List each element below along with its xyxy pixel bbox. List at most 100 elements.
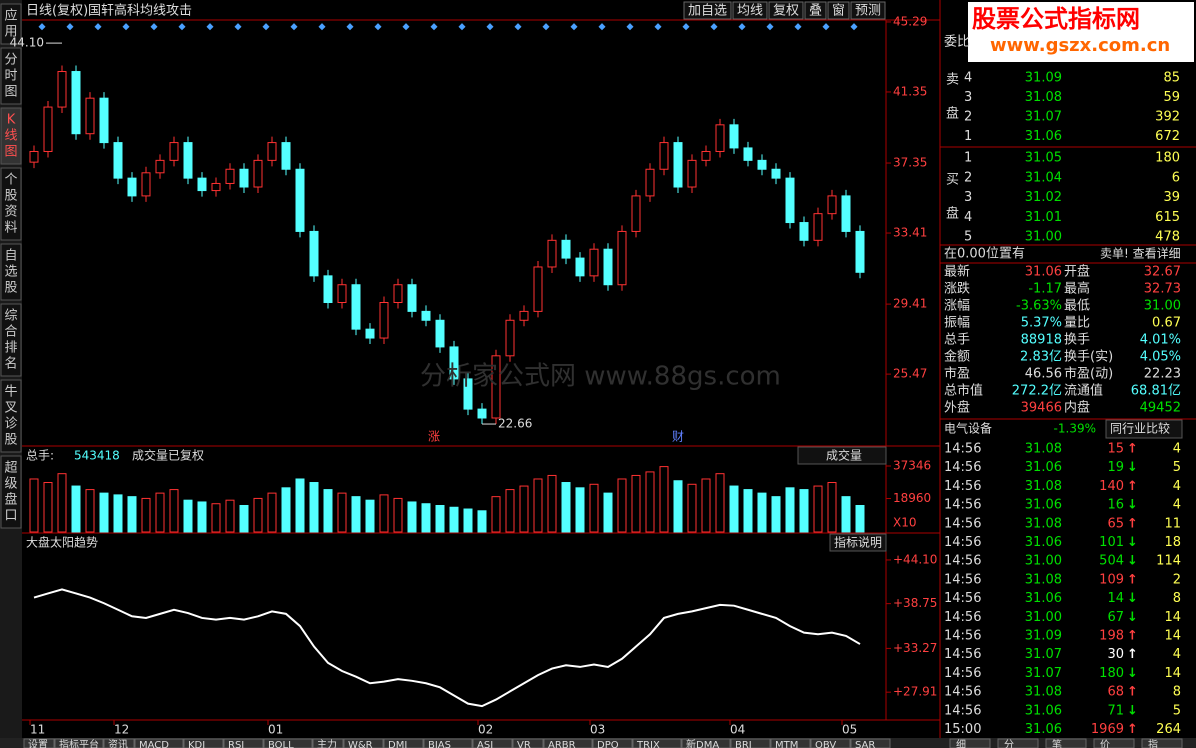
stat-value: -1.17 [1028, 282, 1062, 297]
sidebar-tab-label: 诊 [4, 417, 17, 432]
sidebar-tab[interactable] [0, 47, 22, 105]
signal-diamond [654, 23, 662, 31]
sidebar-tab-label: 名 [4, 356, 17, 372]
stat-value: 0.67 [1152, 316, 1181, 331]
bottom-tab[interactable] [423, 738, 473, 748]
volume-button[interactable] [797, 446, 887, 465]
volume-bar [505, 489, 515, 533]
bottom-tab[interactable] [23, 738, 55, 748]
bottom-tab[interactable] [54, 738, 104, 748]
candle [337, 284, 347, 304]
x-tick-label: 11 [30, 723, 45, 737]
bottom-tab[interactable] [810, 738, 851, 748]
bottom-tab-label: DPO [597, 740, 619, 748]
tick-arrow: ↓ [1127, 460, 1138, 475]
bottom-tab[interactable] [343, 738, 384, 748]
bottom-tab[interactable] [512, 738, 544, 748]
y-tick-label: 37.35 [893, 156, 927, 170]
signal-diamond [738, 23, 746, 31]
bottom-tab[interactable] [223, 738, 264, 748]
sidebar-tab-label: 排 [4, 341, 17, 356]
toolbar-button[interactable] [804, 1, 827, 20]
volume-bar [323, 489, 333, 533]
volume-bar [295, 478, 305, 533]
tick-price: 31.06 [1025, 591, 1062, 606]
bottom-tab[interactable] [850, 738, 891, 748]
volume-bar [855, 504, 865, 533]
toolbar-button[interactable] [768, 1, 804, 20]
candle [29, 150, 39, 163]
bottom-tab[interactable] [383, 738, 424, 748]
bottom-tab[interactable] [183, 738, 224, 748]
level: 1 [964, 129, 972, 144]
stat-label: 量比 [1064, 316, 1090, 331]
tick-volume: 101 [1099, 535, 1124, 550]
bottom-tab[interactable] [312, 738, 344, 748]
right-tab[interactable] [1093, 738, 1135, 748]
bottom-tab[interactable] [632, 738, 682, 748]
volume-bar [519, 485, 529, 533]
sidebar-tab[interactable] [0, 167, 22, 241]
bottom-tab[interactable] [263, 738, 313, 748]
volume-bar [757, 492, 767, 533]
stat-label: 总手 [944, 333, 970, 348]
right-tab[interactable] [997, 738, 1039, 748]
bottom-tab[interactable] [103, 738, 135, 748]
right-tab-label: 指 [1148, 738, 1158, 748]
tick-arrow: ↓ [1127, 535, 1138, 550]
bottom-tab[interactable] [770, 738, 811, 748]
indicator-button[interactable] [829, 533, 887, 552]
level: 4 [964, 210, 972, 225]
sidebar-tab-label: 综 [4, 309, 17, 324]
candle [631, 195, 641, 232]
toolbar-button[interactable] [827, 1, 850, 20]
right-tab[interactable] [1045, 738, 1087, 748]
tick-volume: 30 [1107, 647, 1124, 662]
right-tab[interactable] [1141, 738, 1183, 748]
industry-button[interactable] [1105, 419, 1183, 439]
bottom-tab[interactable] [472, 738, 513, 748]
signal-diamond [570, 23, 578, 31]
stat-label: 内盘 [1064, 400, 1090, 416]
tick-arrow: ↑ [1127, 722, 1138, 737]
tick-arrow: ↓ [1127, 610, 1138, 625]
toolbar-button[interactable] [732, 1, 768, 20]
toolbar-button[interactable] [683, 1, 732, 20]
sidebar-tab[interactable] [0, 455, 22, 529]
bottom-tab[interactable] [730, 738, 771, 748]
tick-count: 264 [1156, 722, 1181, 737]
bottom-tab[interactable] [134, 738, 184, 748]
tick-price: 31.08 [1025, 572, 1062, 587]
level-volume: 85 [1163, 71, 1180, 86]
sidebar-tab[interactable] [0, 303, 22, 377]
toolbar-button[interactable] [850, 1, 886, 20]
tick-volume: 19 [1107, 460, 1124, 475]
bottom-tab[interactable] [543, 738, 593, 748]
tick-time: 14:56 [944, 591, 981, 606]
tick-price: 31.08 [1025, 685, 1062, 700]
bottom-tab-label: 新DMA [686, 738, 719, 748]
sidebar-tab[interactable] [0, 243, 22, 301]
sidebar-tab[interactable] [0, 379, 22, 453]
bottom-tab[interactable] [681, 738, 731, 748]
signal-diamond [374, 23, 382, 31]
tick-price: 31.00 [1025, 610, 1062, 625]
sidebar-tab[interactable] [0, 107, 22, 165]
signal-diamond [514, 23, 522, 31]
volume-bar [197, 501, 207, 533]
volume-total: 543418 [74, 449, 120, 463]
volume-bar [449, 506, 459, 533]
bottom-tab[interactable] [592, 738, 633, 748]
volume-button-label: 成交量 [826, 448, 862, 463]
signal-diamond [458, 23, 466, 31]
sidebar-tab[interactable] [0, 3, 22, 45]
candle [855, 230, 865, 273]
candle [729, 124, 739, 149]
candle [281, 142, 291, 170]
right-tab[interactable] [949, 738, 991, 748]
stat-value: 31.06 [1025, 265, 1062, 280]
candle [57, 71, 67, 108]
tick-price: 31.06 [1025, 535, 1062, 550]
tick-volume: 65 [1107, 516, 1124, 531]
